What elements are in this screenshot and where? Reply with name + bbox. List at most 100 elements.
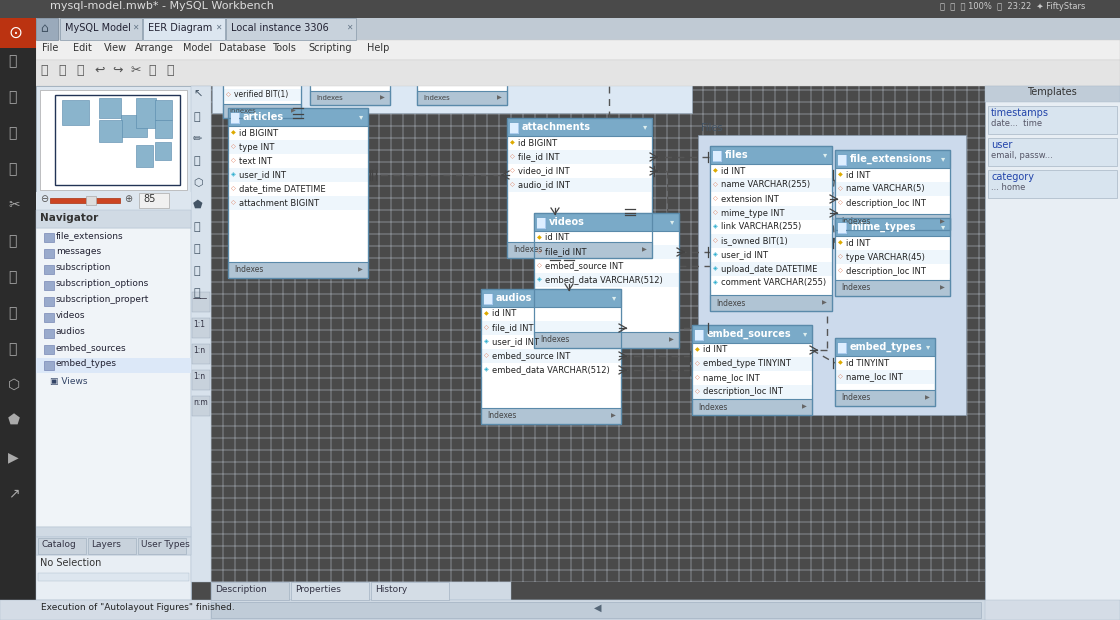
- Text: ▶: ▶: [822, 301, 827, 306]
- Text: History: History: [375, 585, 408, 594]
- Text: category: category: [991, 172, 1034, 182]
- Text: subscription: subscription: [56, 263, 111, 272]
- Text: 1:n: 1:n: [193, 346, 205, 355]
- Text: videos: videos: [56, 311, 85, 320]
- Text: ▶: ▶: [8, 450, 19, 464]
- Text: id INT: id INT: [492, 309, 516, 319]
- Text: ◆: ◆: [510, 141, 515, 146]
- Text: id TINYINT: id TINYINT: [846, 358, 889, 368]
- Text: ⬟: ⬟: [8, 414, 20, 428]
- Text: Indexes: Indexes: [234, 265, 263, 275]
- Text: ——: ——: [193, 294, 208, 303]
- Text: ⌂: ⌂: [40, 22, 48, 35]
- Bar: [836, 250, 950, 264]
- Text: id INT: id INT: [846, 170, 870, 180]
- Text: Local instance 3306: Local instance 3306: [231, 23, 329, 33]
- Bar: [417, 63, 507, 77]
- Bar: [836, 338, 935, 356]
- Bar: [692, 343, 812, 357]
- Bar: [417, 63, 507, 105]
- Bar: [480, 307, 620, 321]
- Text: 📄: 📄: [193, 266, 199, 276]
- Bar: [483, 293, 493, 305]
- Text: 📄: 📄: [8, 342, 17, 356]
- Text: ↩: ↩: [94, 64, 104, 77]
- Text: ✕: ✕: [215, 23, 222, 32]
- Text: ◈: ◈: [484, 340, 488, 345]
- Text: name VARCHAR(5): name VARCHAR(5): [846, 185, 925, 193]
- Text: ▶: ▶: [358, 267, 363, 273]
- Text: ✏: ✏: [193, 134, 203, 144]
- Text: ◇: ◇: [713, 211, 718, 216]
- Bar: [480, 321, 620, 335]
- Bar: [480, 335, 620, 349]
- Bar: [480, 349, 620, 363]
- Text: 📷: 📷: [193, 222, 199, 232]
- Bar: [310, 63, 390, 105]
- Bar: [692, 399, 812, 415]
- Text: mime_type INT: mime_type INT: [721, 208, 784, 218]
- Text: ▾: ▾: [823, 151, 828, 159]
- Text: ◇: ◇: [231, 159, 235, 164]
- Text: ◆: ◆: [231, 130, 235, 136]
- Text: name_loc INT: name_loc INT: [703, 373, 759, 383]
- Bar: [534, 332, 679, 348]
- Text: ◇: ◇: [838, 268, 842, 273]
- Text: embed_types: embed_types: [56, 359, 116, 368]
- Bar: [696, 330, 703, 340]
- Text: ▶: ▶: [380, 95, 385, 100]
- Bar: [507, 242, 652, 258]
- Bar: [507, 136, 652, 150]
- Text: ▶: ▶: [291, 108, 296, 113]
- Bar: [836, 264, 950, 278]
- Text: 📋: 📋: [8, 126, 17, 140]
- Text: ◇: ◇: [713, 239, 718, 244]
- Text: extension INT: extension INT: [721, 195, 778, 203]
- Text: ◇: ◇: [713, 197, 718, 202]
- Text: id BIGINT: id BIGINT: [517, 138, 557, 148]
- Text: Database: Database: [220, 43, 265, 53]
- Text: 📂: 📂: [58, 64, 65, 77]
- Text: ▾: ▾: [612, 293, 616, 303]
- Text: ◈: ◈: [713, 280, 718, 285]
- Bar: [710, 146, 832, 311]
- Text: Layers: Layers: [91, 540, 121, 549]
- Text: ▾: ▾: [941, 154, 945, 164]
- Bar: [710, 295, 832, 311]
- Text: embed_types: embed_types: [850, 342, 923, 352]
- Text: ◇: ◇: [838, 254, 842, 260]
- Bar: [837, 342, 847, 354]
- Bar: [836, 150, 950, 230]
- Text: file_id INT: file_id INT: [517, 153, 560, 161]
- Text: ◇: ◇: [231, 200, 235, 205]
- Bar: [836, 338, 935, 406]
- Text: messages: messages: [56, 247, 101, 256]
- Bar: [417, 63, 507, 105]
- Text: ◀: ◀: [595, 603, 601, 613]
- Text: ↗: ↗: [8, 486, 20, 500]
- Text: Indexes: Indexes: [841, 394, 870, 402]
- Bar: [534, 213, 679, 348]
- Text: Files: Files: [701, 123, 722, 133]
- Bar: [534, 245, 679, 259]
- Text: attachments: attachments: [522, 122, 591, 132]
- Bar: [480, 289, 620, 424]
- Bar: [836, 280, 950, 296]
- Text: ▶: ▶: [669, 337, 674, 342]
- Bar: [507, 178, 652, 192]
- Bar: [837, 222, 847, 234]
- Text: ▾: ▾: [360, 112, 363, 122]
- Text: ▾: ▾: [670, 218, 674, 226]
- Bar: [836, 182, 950, 196]
- Text: Indexes: Indexes: [316, 95, 343, 101]
- Text: ◇: ◇: [484, 326, 488, 330]
- Text: user: user: [991, 140, 1012, 150]
- Bar: [710, 276, 832, 290]
- Bar: [536, 218, 545, 228]
- Bar: [212, 56, 692, 113]
- Text: ▾: ▾: [941, 223, 945, 231]
- Text: embed_data VARCHAR(512): embed_data VARCHAR(512): [545, 275, 663, 285]
- Bar: [698, 135, 965, 415]
- Bar: [228, 262, 368, 278]
- Bar: [836, 196, 950, 210]
